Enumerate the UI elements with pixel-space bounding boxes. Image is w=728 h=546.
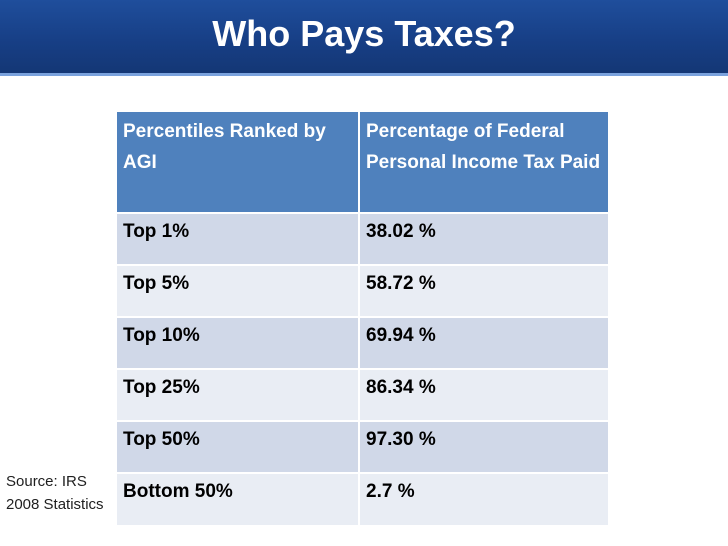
row-value: 38.02 % [359,212,608,265]
tax-table: Percentiles Ranked by AGI Percentage of … [117,112,608,525]
table-row: Bottom 50% 2.7 % [117,472,608,525]
row-value: 69.94 % [359,316,608,369]
table-row: Top 25% 86.34 % [117,368,608,421]
row-label: Top 1% [117,212,360,265]
table-row: Top 5% 58.72 % [117,264,608,317]
header-tax-paid: Percentage of Federal Personal Income Ta… [359,112,608,213]
row-value: 97.30 % [359,420,608,473]
row-label: Top 10% [117,316,360,369]
title-bar: Who Pays Taxes? [0,0,728,76]
table-header-row: Percentiles Ranked by AGI Percentage of … [117,112,608,213]
row-value: 86.34 % [359,368,608,421]
slide-title: Who Pays Taxes? [212,13,516,54]
row-label: Top 25% [117,368,360,421]
table-row: Top 10% 69.94 % [117,316,608,369]
table-row: Top 1% 38.02 % [117,212,608,265]
table-row: Top 50% 97.30 % [117,420,608,473]
row-value: 2.7 % [359,472,608,525]
source-line-2: 2008 Statistics [6,496,104,513]
row-label: Top 5% [117,264,360,317]
row-label: Bottom 50% [117,472,360,525]
row-value: 58.72 % [359,264,608,317]
source-line-1: Source: IRS [6,473,87,490]
row-label: Top 50% [117,420,360,473]
source-note: Source: IRS 2008 Statistics [6,470,118,516]
header-percentile: Percentiles Ranked by AGI [117,112,360,213]
